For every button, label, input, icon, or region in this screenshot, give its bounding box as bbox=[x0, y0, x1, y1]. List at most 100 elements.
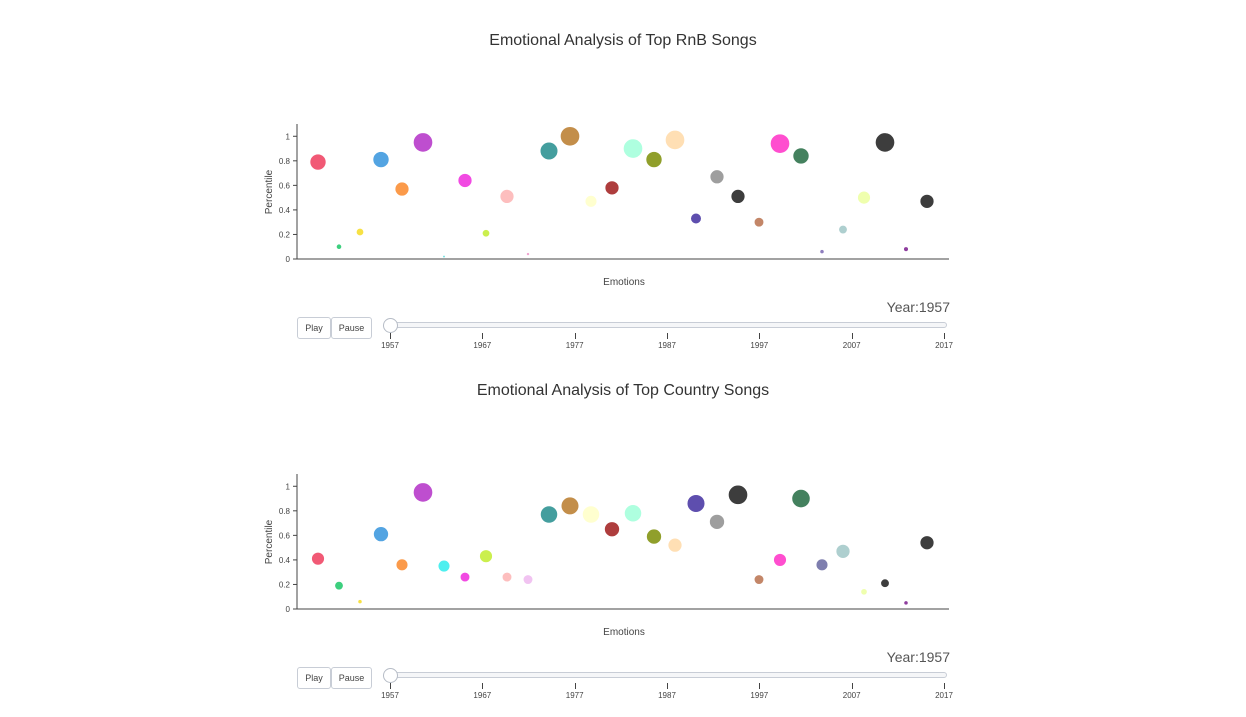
pause-button[interactable]: Pause bbox=[331, 667, 372, 689]
data-point[interactable] bbox=[481, 229, 491, 238]
play-button[interactable]: Play bbox=[297, 317, 331, 339]
data-point[interactable] bbox=[903, 246, 909, 253]
data-point[interactable] bbox=[646, 528, 662, 545]
data-point[interactable] bbox=[479, 549, 493, 564]
data-point[interactable] bbox=[686, 494, 706, 513]
play-button[interactable]: Play bbox=[297, 667, 331, 689]
data-point[interactable] bbox=[311, 551, 325, 566]
slider-tick-label: 1997 bbox=[750, 341, 769, 350]
data-point[interactable] bbox=[373, 526, 389, 543]
y-tick-label: 0.6 bbox=[279, 531, 291, 540]
data-point[interactable] bbox=[773, 553, 787, 567]
data-point[interactable] bbox=[857, 190, 871, 205]
year-slider-track[interactable] bbox=[389, 322, 947, 328]
data-point[interactable] bbox=[645, 151, 663, 169]
chart-title: Emotional Analysis of Top RnB Songs bbox=[489, 32, 757, 49]
data-point[interactable] bbox=[874, 132, 896, 153]
data-point[interactable] bbox=[335, 243, 343, 250]
data-point[interactable] bbox=[309, 153, 327, 171]
data-point[interactable] bbox=[604, 180, 620, 196]
data-point[interactable] bbox=[709, 513, 725, 530]
year-readout: Year:1957 bbox=[860, 299, 950, 315]
data-point[interactable] bbox=[753, 574, 765, 585]
data-point[interactable] bbox=[604, 521, 620, 538]
y-tick-label: 0.2 bbox=[279, 580, 291, 589]
data-point[interactable] bbox=[709, 169, 725, 185]
pause-button[interactable]: Pause bbox=[331, 317, 372, 339]
data-point[interactable] bbox=[623, 504, 643, 523]
slider-tick-label: 1967 bbox=[473, 691, 492, 700]
data-point[interactable] bbox=[903, 600, 909, 606]
data-point[interactable] bbox=[769, 133, 791, 154]
data-point[interactable] bbox=[815, 558, 829, 572]
data-point[interactable] bbox=[753, 216, 765, 228]
data-point[interactable] bbox=[730, 188, 746, 204]
slider-tick-mark bbox=[390, 333, 391, 339]
slider-tick-label: 1997 bbox=[750, 691, 769, 700]
data-point[interactable] bbox=[437, 559, 451, 573]
data-point[interactable] bbox=[581, 505, 601, 524]
x-axis-label: Emotions bbox=[603, 277, 645, 288]
data-point[interactable] bbox=[357, 599, 363, 605]
data-point[interactable] bbox=[372, 151, 390, 169]
data-point[interactable] bbox=[560, 496, 580, 516]
data-point[interactable] bbox=[499, 188, 515, 204]
y-tick-label: 0 bbox=[286, 255, 291, 264]
y-axis-label: Percentile bbox=[264, 169, 275, 214]
data-point[interactable] bbox=[664, 129, 686, 151]
data-point[interactable] bbox=[667, 537, 683, 553]
data-point[interactable] bbox=[584, 194, 598, 208]
data-point[interactable] bbox=[525, 252, 531, 257]
year-value: 1957 bbox=[918, 649, 950, 665]
year-slider-track[interactable] bbox=[389, 672, 947, 678]
data-point[interactable] bbox=[622, 138, 644, 159]
year-label: Year: bbox=[886, 299, 919, 315]
year-slider-handle[interactable] bbox=[383, 318, 398, 333]
data-point[interactable] bbox=[919, 193, 935, 209]
y-axis-label: Percentile bbox=[264, 519, 275, 564]
slider-tick-mark bbox=[574, 683, 576, 689]
data-point[interactable] bbox=[355, 227, 365, 237]
data-point[interactable] bbox=[919, 535, 935, 551]
y-ticks: 0 0.2 0.4 0.6 0.8 1 bbox=[279, 482, 297, 614]
slider-tick-label: 1977 bbox=[565, 691, 584, 700]
data-point[interactable] bbox=[791, 488, 811, 509]
data-point[interactable] bbox=[334, 580, 344, 591]
data-point[interactable] bbox=[539, 141, 559, 161]
data-point[interactable] bbox=[501, 571, 513, 583]
data-point[interactable] bbox=[819, 249, 825, 255]
y-ticks: 0 0.2 0.4 0.6 0.8 1 bbox=[279, 132, 297, 264]
data-points bbox=[309, 126, 935, 259]
data-point[interactable] bbox=[459, 571, 471, 583]
data-point[interactable] bbox=[412, 482, 434, 503]
slider-tick-mark bbox=[667, 683, 668, 689]
data-point[interactable] bbox=[860, 588, 868, 596]
data-point[interactable] bbox=[395, 558, 409, 572]
data-point[interactable] bbox=[412, 132, 434, 153]
slider-tick-label: 2007 bbox=[842, 341, 861, 350]
data-point[interactable] bbox=[559, 126, 581, 147]
slider-tick-mark bbox=[759, 333, 761, 339]
data-point[interactable] bbox=[727, 484, 749, 505]
slider-tick-mark bbox=[482, 333, 484, 339]
year-value: 1957 bbox=[918, 299, 950, 315]
y-tick-label: 0.4 bbox=[279, 206, 291, 215]
data-point[interactable] bbox=[690, 212, 702, 225]
data-point[interactable] bbox=[792, 147, 810, 165]
x-axis-label: Emotions bbox=[603, 627, 645, 638]
data-point[interactable] bbox=[457, 173, 473, 188]
y-tick-label: 1 bbox=[286, 132, 291, 141]
data-point[interactable] bbox=[539, 505, 559, 524]
data-point[interactable] bbox=[880, 578, 890, 588]
slider-tick-mark bbox=[390, 683, 391, 689]
data-point[interactable] bbox=[442, 254, 446, 259]
data-point[interactable] bbox=[394, 181, 410, 197]
y-tick-label: 0.4 bbox=[279, 556, 291, 565]
year-slider-handle[interactable] bbox=[383, 668, 398, 683]
data-point[interactable] bbox=[838, 224, 848, 235]
data-point[interactable] bbox=[522, 574, 534, 585]
country-scatter-plot: 0 0.2 0.4 0.6 0.8 1 Percentile Emotions bbox=[264, 474, 949, 638]
data-point[interactable] bbox=[835, 543, 851, 559]
slider-tick-mark bbox=[944, 333, 945, 339]
y-tick-label: 0.8 bbox=[279, 157, 291, 166]
